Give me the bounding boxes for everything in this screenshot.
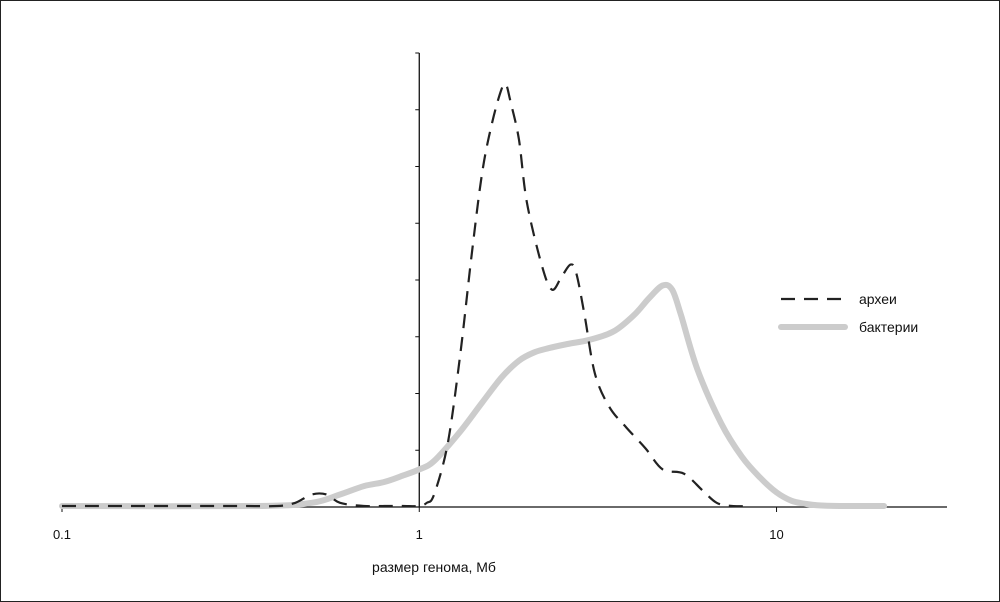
x-tick-label: 1 bbox=[416, 527, 423, 542]
x-tick-label: 10 bbox=[769, 527, 783, 542]
legend-label: бактерии bbox=[859, 319, 918, 335]
x-axis-label: размер генома, Мб bbox=[372, 559, 496, 575]
series-layer bbox=[59, 82, 888, 510]
series-line-archaea bbox=[62, 82, 752, 508]
axes: 0.1 1 10 bbox=[53, 52, 947, 542]
series-line-bacteria bbox=[59, 281, 888, 510]
legend: археи бактерии bbox=[778, 291, 918, 335]
x-tick-label: 0.1 bbox=[53, 527, 71, 542]
legend-label: археи bbox=[859, 291, 897, 307]
